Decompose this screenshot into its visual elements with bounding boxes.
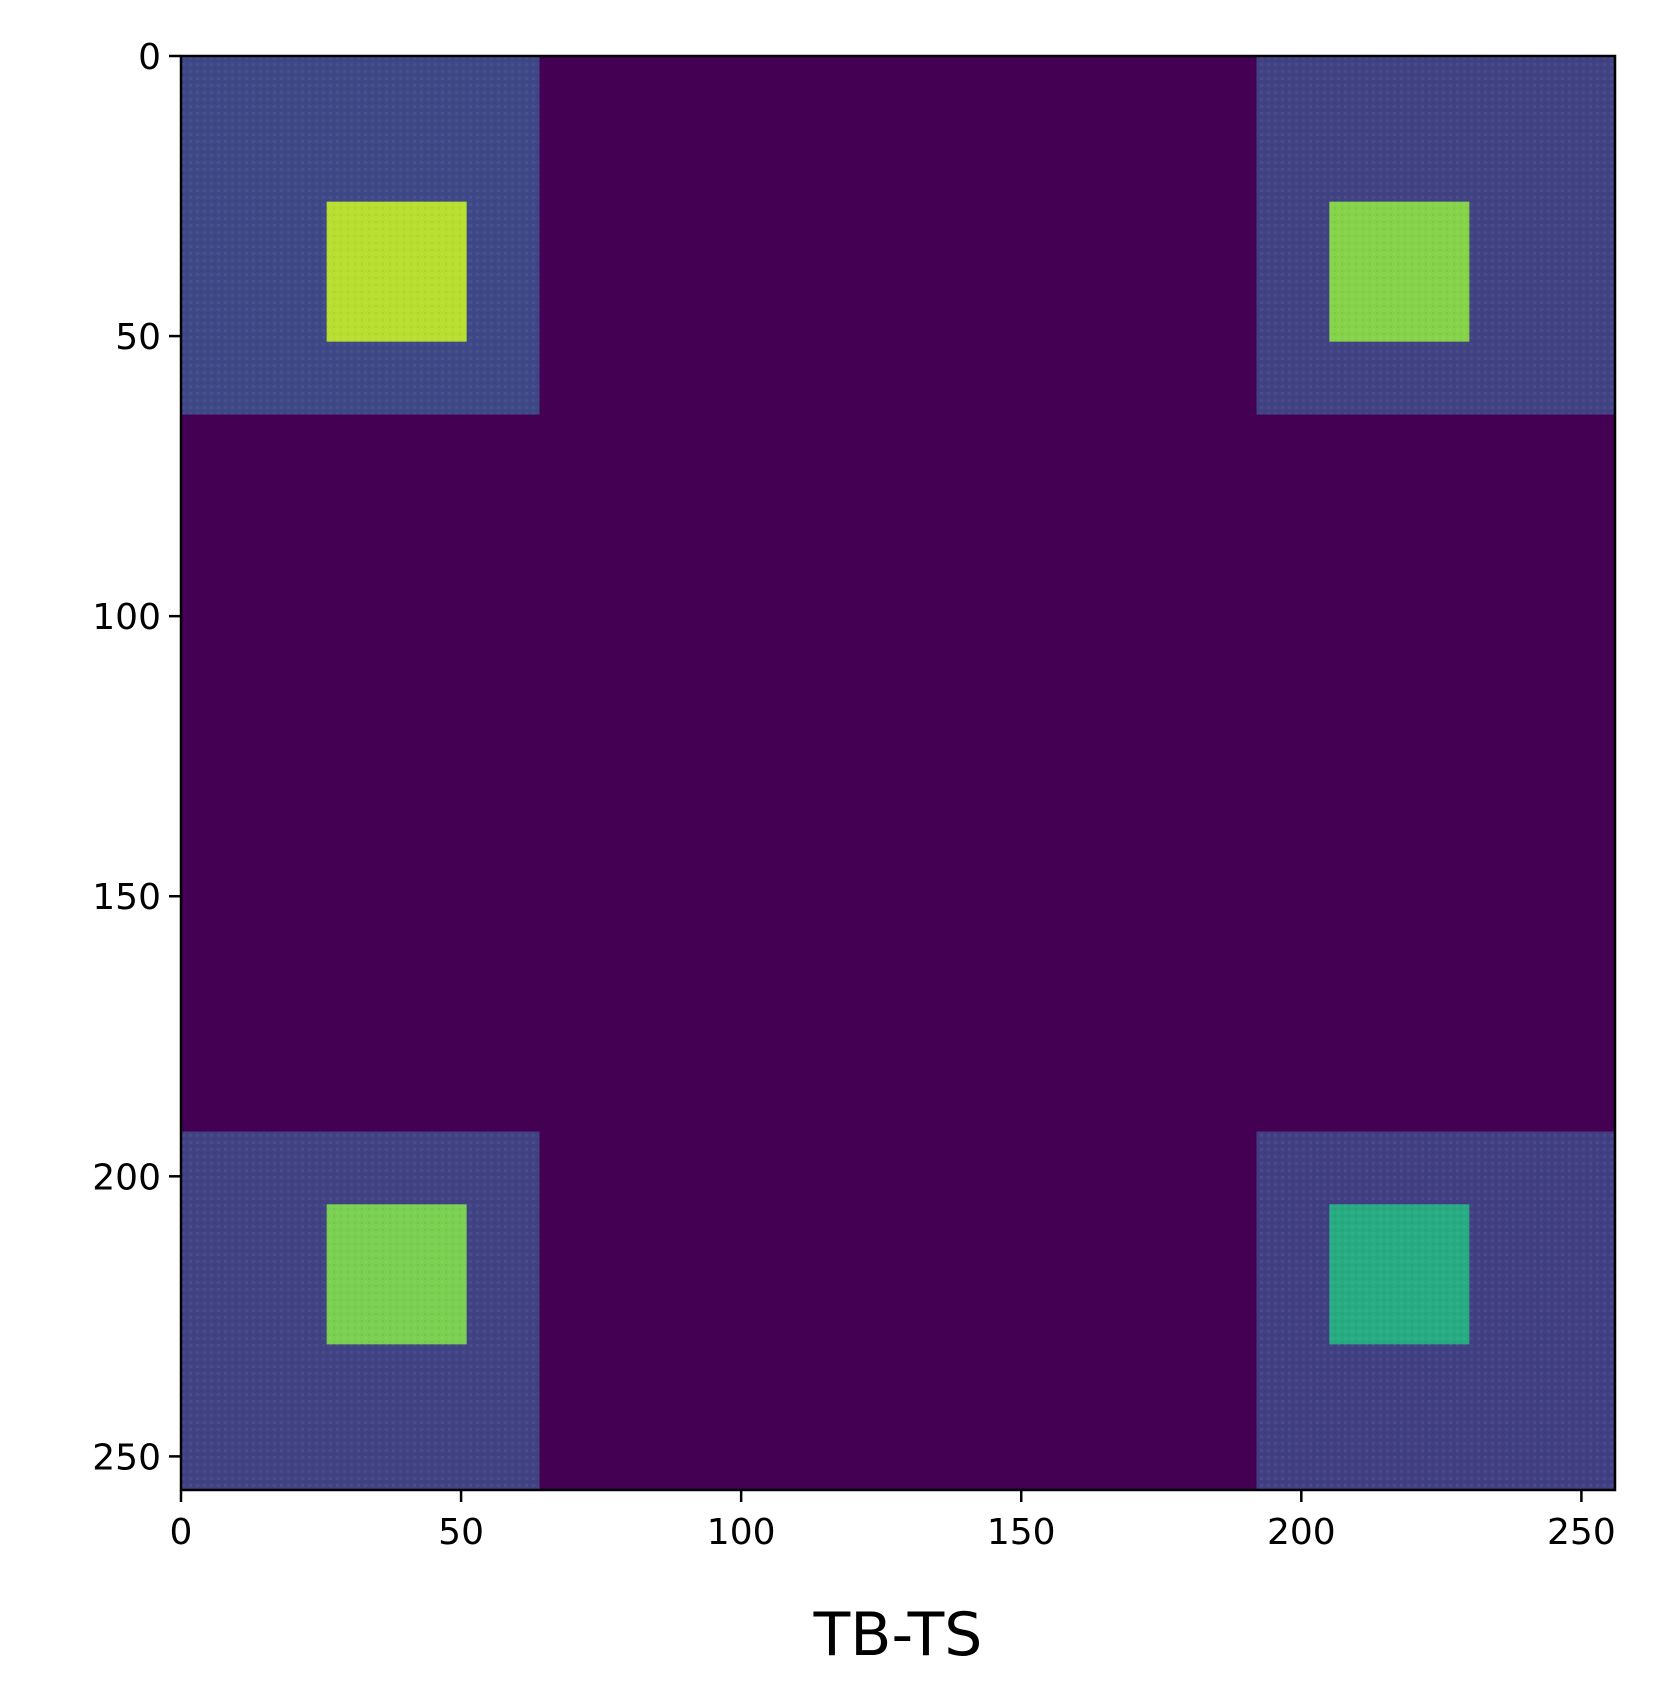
x-tick-label: 100 (707, 1512, 776, 1553)
plot-area (179, 54, 1617, 1492)
x-tick-label: 150 (987, 1512, 1056, 1553)
x-tick-label: 200 (1267, 1512, 1336, 1553)
x-axis-title: TB-TS (813, 1600, 983, 1670)
x-tick-label: 0 (170, 1512, 193, 1553)
y-tick-label: 150 (92, 877, 161, 918)
heatmap-texture-4 (326, 201, 467, 342)
y-tick-label: 50 (115, 317, 161, 358)
y-tick-label: 0 (138, 37, 161, 78)
y-tick-label: 250 (92, 1437, 161, 1478)
heatmap-texture-7 (1329, 1204, 1470, 1345)
y-axis: 0 50 100 150 200 250 (92, 37, 181, 1478)
heatmap-texture-5 (1329, 201, 1470, 342)
heatmap-texture-6 (326, 1204, 467, 1345)
x-tick-label: 250 (1547, 1512, 1616, 1553)
x-axis: 0 50 100 150 200 250 (170, 1490, 1616, 1553)
plot-frame (179, 54, 1617, 1492)
y-tick-label: 200 (92, 1157, 161, 1198)
y-tick-label: 100 (92, 597, 161, 638)
x-tick-label: 50 (438, 1512, 484, 1553)
